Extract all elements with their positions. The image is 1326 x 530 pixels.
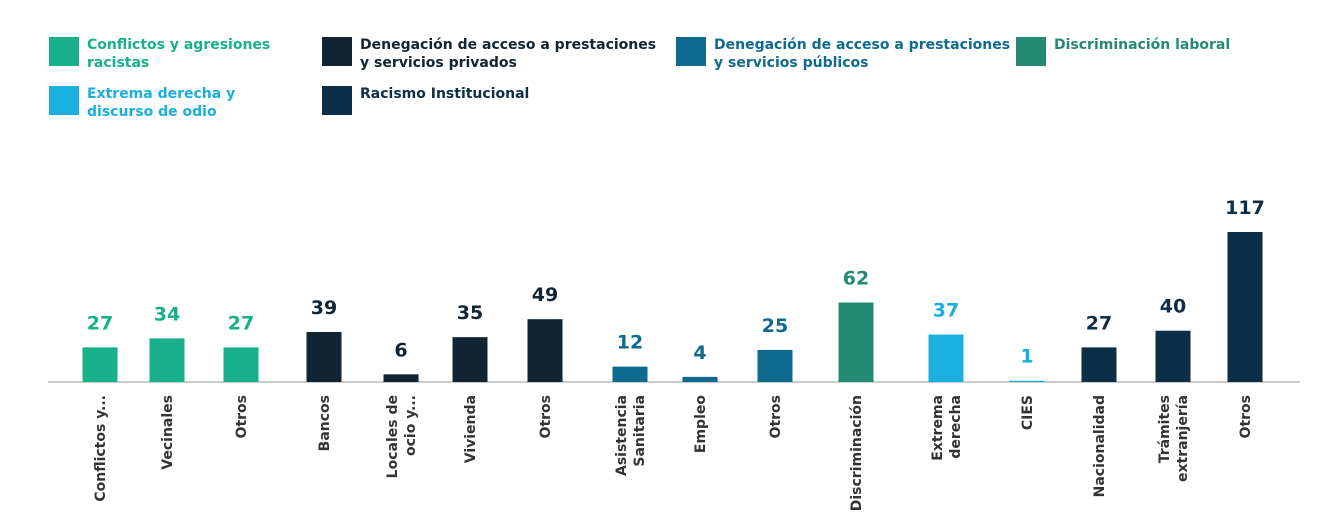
bar (223, 347, 259, 382)
bar (82, 347, 118, 382)
bar (612, 366, 648, 382)
legend-label: Racismo Institucional (360, 86, 529, 102)
legend-swatch (676, 37, 706, 66)
value-label: 4 (693, 342, 706, 364)
bar (306, 332, 342, 382)
bar (1081, 347, 1117, 382)
x-tick-label: Trámites extranjería (1157, 395, 1191, 482)
x-tick-label: Bancos (317, 395, 333, 451)
x-tick-label: Extrema derecha (930, 395, 964, 461)
bar (757, 349, 793, 382)
x-tick-label: Vecinales (160, 395, 176, 470)
legend-label: Denegación de acceso a prestaciones y ser… (360, 37, 656, 71)
value-label: 37 (933, 300, 959, 322)
legend-label: Conflictos y agresiones racistas (87, 37, 270, 71)
x-tick-label: Vivienda (463, 395, 479, 463)
x-tick-label: Otros (234, 395, 250, 438)
value-label: 34 (154, 303, 180, 325)
bar (527, 319, 563, 382)
x-tick-label: Nacionalidad (1092, 395, 1108, 497)
x-tick-label: CIES (1020, 395, 1036, 430)
bar (1155, 330, 1191, 382)
bar (452, 337, 488, 382)
legend-swatch (49, 37, 79, 66)
legend-swatch (322, 37, 352, 66)
bar (928, 334, 964, 382)
legend-label: Discriminación laboral (1054, 37, 1230, 53)
bar (383, 374, 419, 382)
value-label: 117 (1225, 197, 1265, 219)
legend-swatch (322, 86, 352, 115)
value-label: 6 (394, 339, 407, 361)
legend-swatch (1016, 37, 1046, 66)
x-tick-label: Asistencia Sanitaria (614, 395, 648, 476)
bar (1227, 232, 1263, 382)
value-label: 27 (87, 312, 113, 334)
bar (1009, 380, 1045, 382)
value-label: 25 (762, 315, 788, 337)
value-label: 49 (532, 284, 558, 306)
value-label: 62 (843, 268, 869, 290)
value-label: 1 (1020, 346, 1033, 368)
x-tick-label: Otros (1238, 395, 1254, 438)
value-label: 27 (1086, 312, 1112, 334)
bar (838, 302, 874, 382)
x-tick-label: Otros (538, 395, 554, 438)
legend-label: Extrema derecha y discurso de odio (87, 86, 235, 120)
value-label: 27 (228, 312, 254, 334)
bar (682, 376, 718, 382)
legend-swatch (49, 86, 79, 115)
bar (149, 338, 185, 382)
x-tick-label: Otros (768, 395, 784, 438)
value-label: 12 (617, 332, 643, 354)
x-tick-label: Discriminación (849, 395, 865, 511)
legend-label: Denegación de acceso a prestaciones y ser… (714, 37, 1010, 71)
value-label: 39 (311, 297, 337, 319)
x-tick-label: Conflictos y... (93, 395, 109, 502)
x-tick-label: Locales de ocio y... (385, 395, 419, 478)
x-tick-label: Empleo (693, 395, 709, 453)
value-label: 35 (457, 302, 483, 324)
value-label: 40 (1160, 296, 1186, 318)
